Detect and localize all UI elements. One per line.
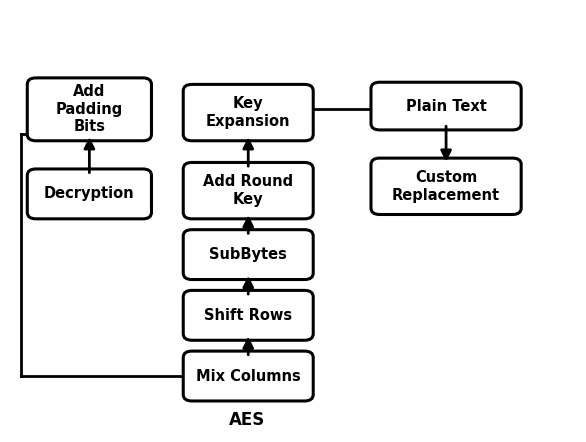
Text: Shift Rows: Shift Rows (204, 308, 292, 323)
FancyBboxPatch shape (371, 82, 521, 130)
Text: Key
Expansion: Key Expansion (206, 96, 291, 129)
FancyBboxPatch shape (28, 78, 151, 141)
FancyBboxPatch shape (183, 230, 314, 279)
Text: Add
Padding
Bits: Add Padding Bits (56, 84, 123, 134)
FancyBboxPatch shape (183, 163, 314, 219)
Text: SubBytes: SubBytes (209, 247, 287, 262)
FancyBboxPatch shape (183, 351, 314, 401)
Text: Add Round
Key: Add Round Key (203, 175, 294, 207)
Text: Decryption: Decryption (44, 187, 135, 202)
Text: Mix Columns: Mix Columns (196, 369, 301, 384)
Text: Plain Text: Plain Text (406, 99, 486, 114)
Text: AES: AES (229, 411, 265, 429)
FancyBboxPatch shape (28, 169, 151, 219)
FancyBboxPatch shape (183, 84, 314, 141)
FancyBboxPatch shape (183, 290, 314, 340)
FancyBboxPatch shape (371, 158, 521, 214)
Text: Custom
Replacement: Custom Replacement (392, 170, 500, 202)
